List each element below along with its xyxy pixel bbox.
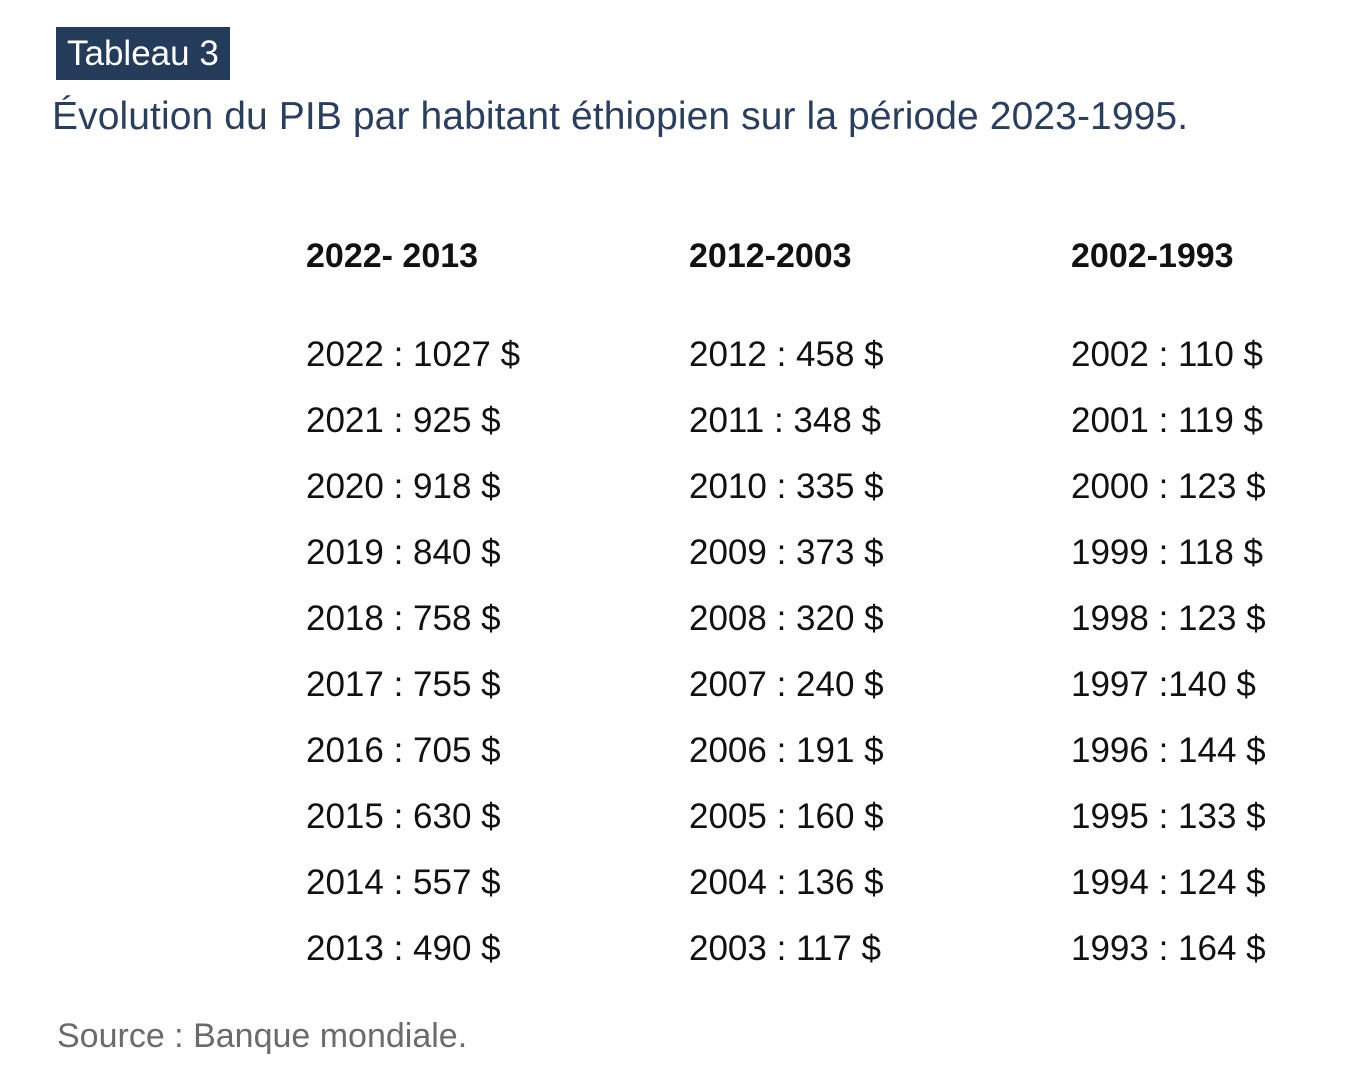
list-item: 1996 : 144 $ [1071,731,1266,770]
list-item: 1993 : 164 $ [1071,929,1266,968]
list-item: 2013 : 490 $ [306,929,501,968]
list-item: 1994 : 124 $ [1071,863,1266,902]
list-item: 1999 : 118 $ [1071,533,1264,572]
page-title: Évolution du PIB par habitant éthiopien … [52,95,1189,138]
list-item: 2008 : 320 $ [689,599,884,638]
list-item: 2016 : 705 $ [306,731,501,770]
column-header: 2022- 2013 [306,237,479,275]
source-note: Source : Banque mondiale. [57,1017,468,1055]
table-number-badge: Tableau 3 [56,27,230,80]
list-item: 2019 : 840 $ [306,533,501,572]
list-item: 2010 : 335 $ [689,467,884,506]
list-item: 2009 : 373 $ [689,533,884,572]
list-item: 2007 : 240 $ [689,665,884,704]
value-list: 2002 : 110 $ 2001 : 119 $ 2000 : 123 $ 1… [1071,322,1366,982]
period-column-2012-2003: 2012-2003 2012 : 458 $ 2011 : 348 $ 2010… [689,230,1019,998]
list-item: 2017 : 755 $ [306,665,501,704]
list-item: 2018 : 758 $ [306,599,501,638]
list-item: 1998 : 123 $ [1071,599,1266,638]
period-column-2022-2013: 2022- 2013 2022 : 1027 $ 2021 : 925 $ 20… [306,230,636,998]
list-item: 2012 : 458 $ [689,335,884,374]
list-item: 2020 : 918 $ [306,467,501,506]
period-column-2002-1993: 2002-1993 2002 : 110 $ 2001 : 119 $ 2000… [1071,230,1366,998]
column-header: 2012-2003 [689,237,852,275]
list-item: 2002 : 110 $ [1071,335,1264,374]
list-item: 2022 : 1027 $ [306,335,521,374]
list-item: 2015 : 630 $ [306,797,501,836]
list-item: 2003 : 117 $ [689,929,882,968]
column-header: 2002-1993 [1071,237,1234,275]
value-list: 2012 : 458 $ 2011 : 348 $ 2010 : 335 $ 2… [689,322,1019,982]
list-item: 2014 : 557 $ [306,863,501,902]
list-item: 2005 : 160 $ [689,797,884,836]
list-item: 2004 : 136 $ [689,863,884,902]
list-item: 2011 : 348 $ [689,401,882,440]
list-item: 2021 : 925 $ [306,401,501,440]
list-item: 2006 : 191 $ [689,731,884,770]
list-item: 2000 : 123 $ [1071,467,1266,506]
list-item: 1995 : 133 $ [1071,797,1266,836]
list-item: 2001 : 119 $ [1071,401,1264,440]
list-item: 1997 :140 $ [1071,665,1256,704]
value-list: 2022 : 1027 $ 2021 : 925 $ 2020 : 918 $ … [306,322,636,982]
